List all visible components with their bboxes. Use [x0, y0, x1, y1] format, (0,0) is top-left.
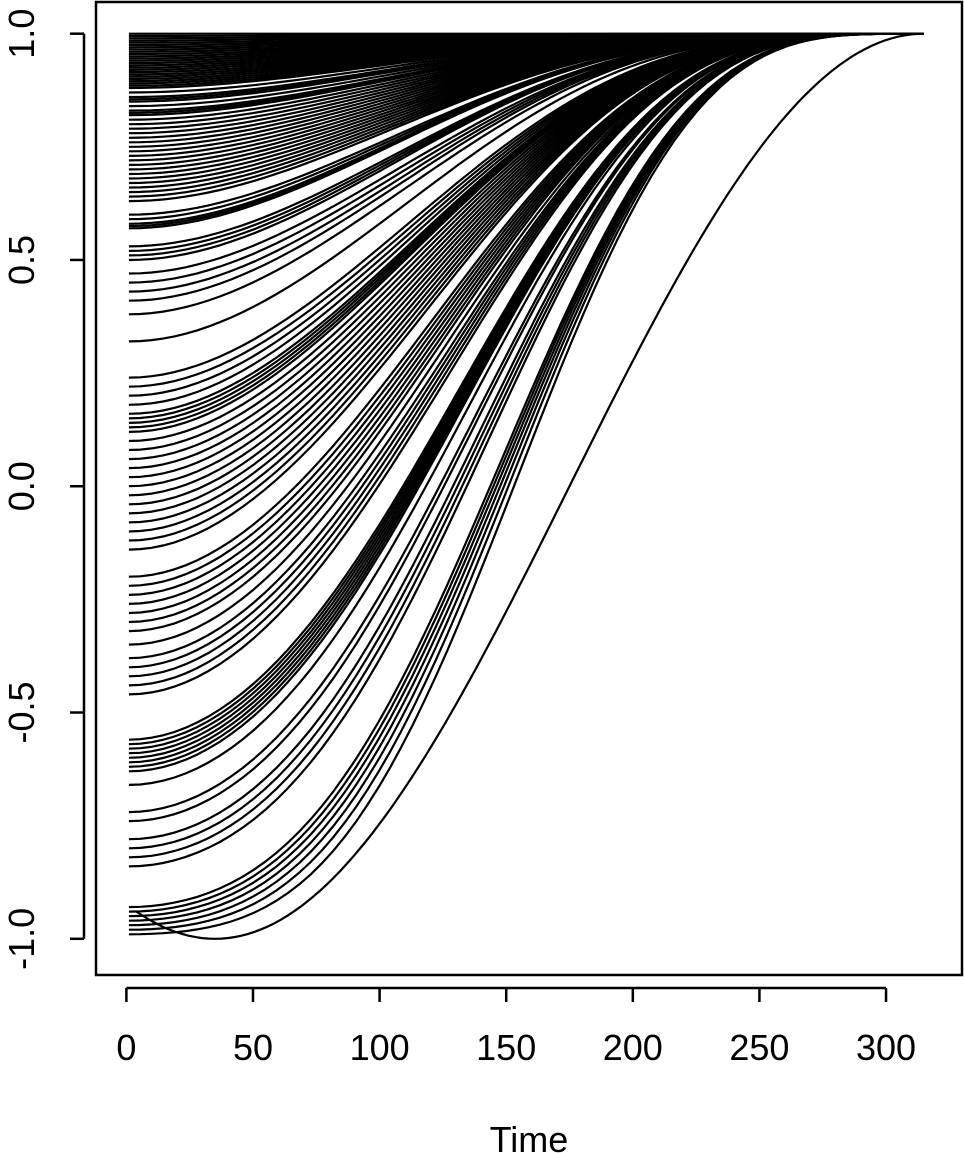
series-line-95: [128, 32, 924, 633]
x-tick-label: 150: [476, 1027, 536, 1068]
x-tick-label: 50: [233, 1027, 273, 1068]
y-tick-label: -0.5: [1, 681, 42, 743]
series-line-117: [128, 32, 924, 909]
series-line-116: [128, 32, 924, 868]
x-tick-label: 250: [729, 1027, 789, 1068]
y-axis: -1.0 -0.5 0.0 0.5 1.0: [1, 9, 86, 970]
y-tick-label: 0.0: [1, 461, 42, 511]
x-tick-label: 300: [856, 1027, 916, 1068]
y-tick-label: -1.0: [1, 908, 42, 970]
x-axis-title: Time: [490, 1119, 569, 1153]
plot-frame: [94, 0, 964, 977]
x-tick-label: 100: [350, 1027, 410, 1068]
series-line-123: [128, 32, 924, 936]
y-tick-label: 0.5: [1, 235, 42, 285]
x-tick-label: 0: [116, 1027, 136, 1068]
series-line-124: [135, 32, 925, 940]
series-lines: [128, 32, 925, 940]
y-tick-label: 1.0: [1, 9, 42, 59]
x-tick-label: 200: [603, 1027, 663, 1068]
x-axis: 0 50 100 150 200 250 300: [116, 986, 916, 1068]
